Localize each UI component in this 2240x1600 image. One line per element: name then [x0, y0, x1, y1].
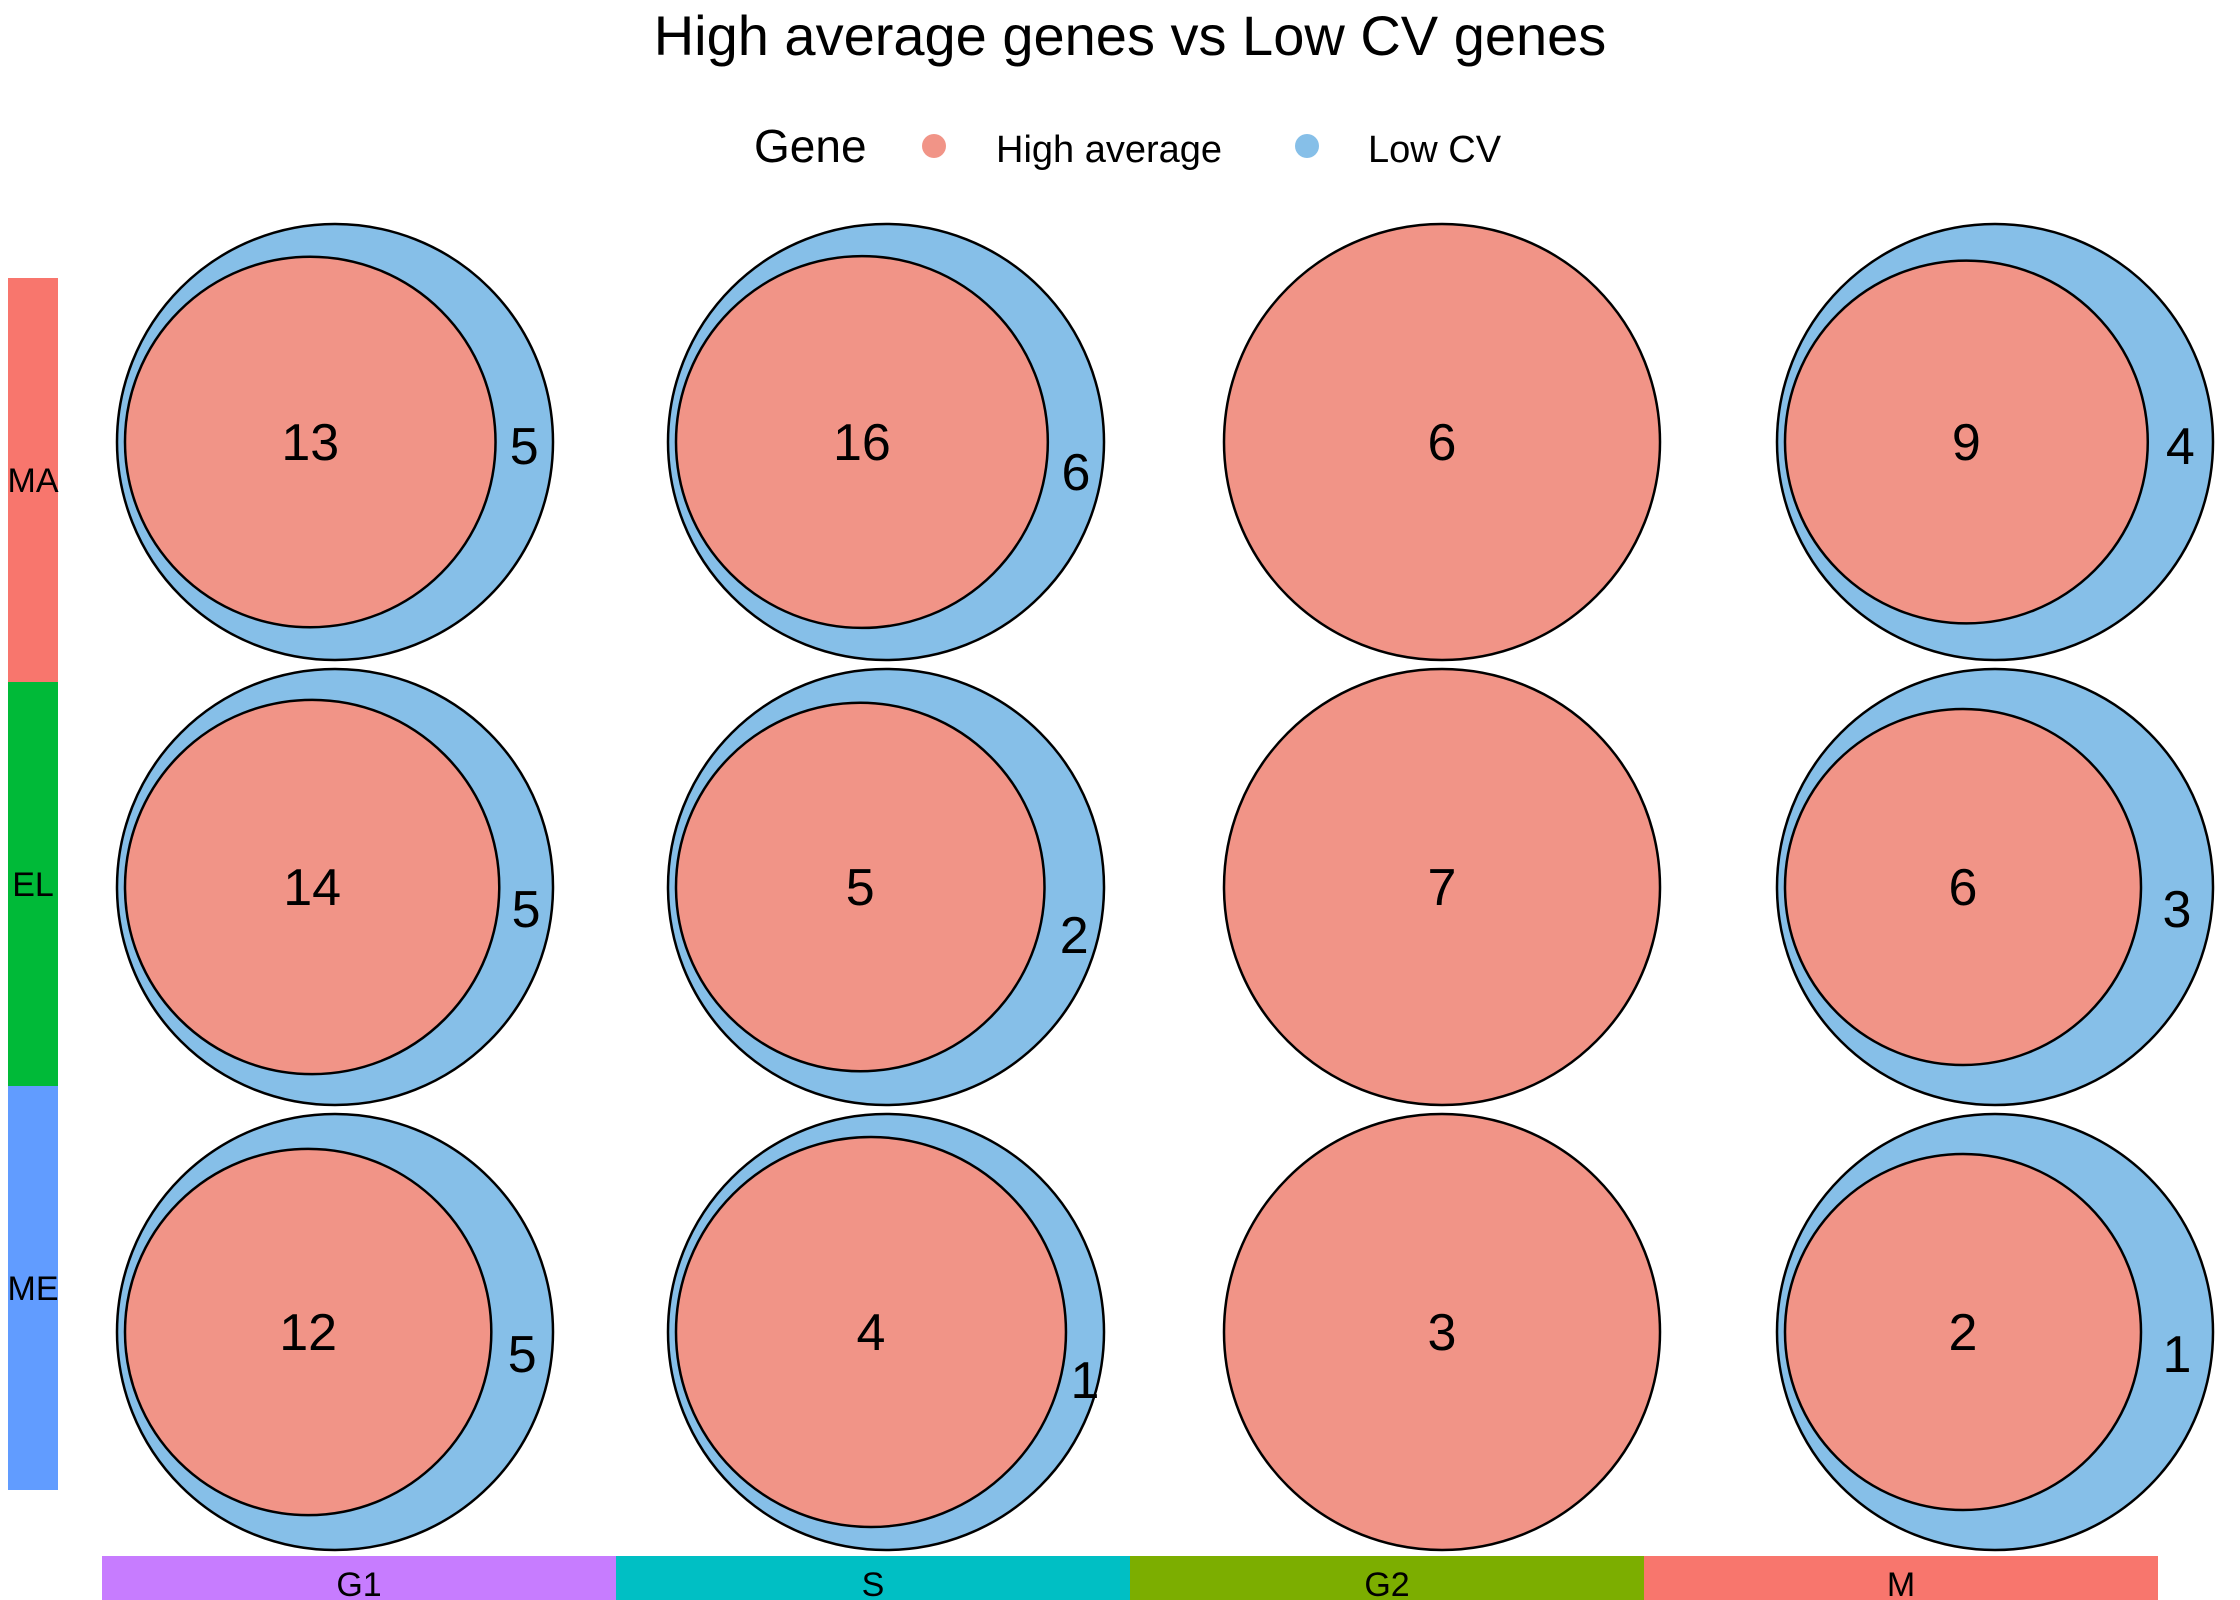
high-average-circle [1783, 259, 2150, 625]
venn-cell-me-g1: 12 5 [115, 1112, 555, 1552]
column-strip-m [1644, 1556, 2158, 1600]
high-average-circle [1222, 222, 1662, 662]
high-average-circle [123, 698, 501, 1076]
row-label-ma: MA [8, 462, 59, 500]
row-label-me: ME [8, 1270, 59, 1308]
both-count: 9 [1952, 414, 1981, 472]
high-average-circle [123, 1147, 493, 1517]
column-strip-g2 [1130, 1556, 1644, 1600]
low-cv-only-count: 5 [512, 881, 541, 939]
legend-label-low-cv: Low CV [1368, 129, 1502, 171]
both-count: 3 [1428, 1304, 1457, 1362]
low-cv-only-count: 1 [1071, 1352, 1100, 1410]
low-cv-only-count: 5 [508, 1326, 537, 1384]
legend-title: Gene [754, 120, 867, 172]
high-average-circle [674, 701, 1046, 1073]
column-strip-g1 [102, 1556, 616, 1600]
venn-cell-el-g2: 7 [1222, 667, 1662, 1107]
column-label-g2: G2 [1364, 1566, 1409, 1600]
both-count: 16 [833, 414, 891, 472]
low-cv-only-count: 6 [1061, 444, 1090, 502]
column-label-m: M [1887, 1566, 1915, 1600]
low-cv-only-count: 2 [1060, 907, 1089, 965]
high-average-circle [1783, 1152, 2143, 1512]
venn-cell-ma-s: 16 6 [666, 222, 1106, 662]
row-strip-el [8, 682, 58, 1086]
venn-cell-el-g1: 14 5 [115, 667, 555, 1107]
low-cv-only-count: 4 [2166, 418, 2195, 476]
both-count: 2 [1949, 1304, 1978, 1362]
legend: Gene High average Low CV [754, 120, 1502, 172]
legend-label-high-average: High average [996, 129, 1222, 171]
legend-key-low-cv [1295, 134, 1319, 158]
high-average-circle [1222, 667, 1662, 1107]
both-count: 5 [846, 859, 875, 917]
both-count: 4 [857, 1304, 886, 1362]
column-label-g1: G1 [336, 1566, 381, 1600]
low-cv-only-count: 3 [2163, 881, 2192, 939]
legend-key-high-average [922, 134, 946, 158]
both-count: 6 [1949, 859, 1978, 917]
low-cv-only-count: 1 [2163, 1326, 2192, 1384]
high-average-circle [1222, 1112, 1662, 1552]
high-average-circle [123, 255, 497, 629]
both-count: 12 [279, 1304, 337, 1362]
both-count: 14 [283, 859, 341, 917]
row-strips: MA EL ME [8, 278, 59, 1490]
high-average-circle [1783, 707, 2143, 1067]
high-average-circle [674, 254, 1050, 630]
both-count: 13 [281, 414, 339, 472]
venn-cell-me-s: 41 [666, 1112, 1106, 1552]
column-strips: G1 S G2 M [102, 1556, 2158, 1600]
row-strip-me [8, 1086, 58, 1490]
column-label-s: S [862, 1566, 885, 1600]
both-count: 6 [1428, 414, 1457, 472]
venn-cell-el-s: 52 [666, 667, 1106, 1107]
row-strip-ma [8, 278, 58, 682]
venn-cell-ma-g1: 13 5 [115, 222, 555, 662]
chart-title: High average genes vs Low CV genes [654, 4, 1607, 67]
row-label-el: EL [12, 866, 54, 904]
both-count: 7 [1428, 859, 1457, 917]
column-strip-s [616, 1556, 1130, 1600]
high-average-circle [674, 1135, 1068, 1529]
venn-cell-ma-g2: 6 [1222, 222, 1662, 662]
venn-cell-me-g2: 3 [1222, 1112, 1662, 1552]
low-cv-only-count: 5 [510, 418, 539, 476]
